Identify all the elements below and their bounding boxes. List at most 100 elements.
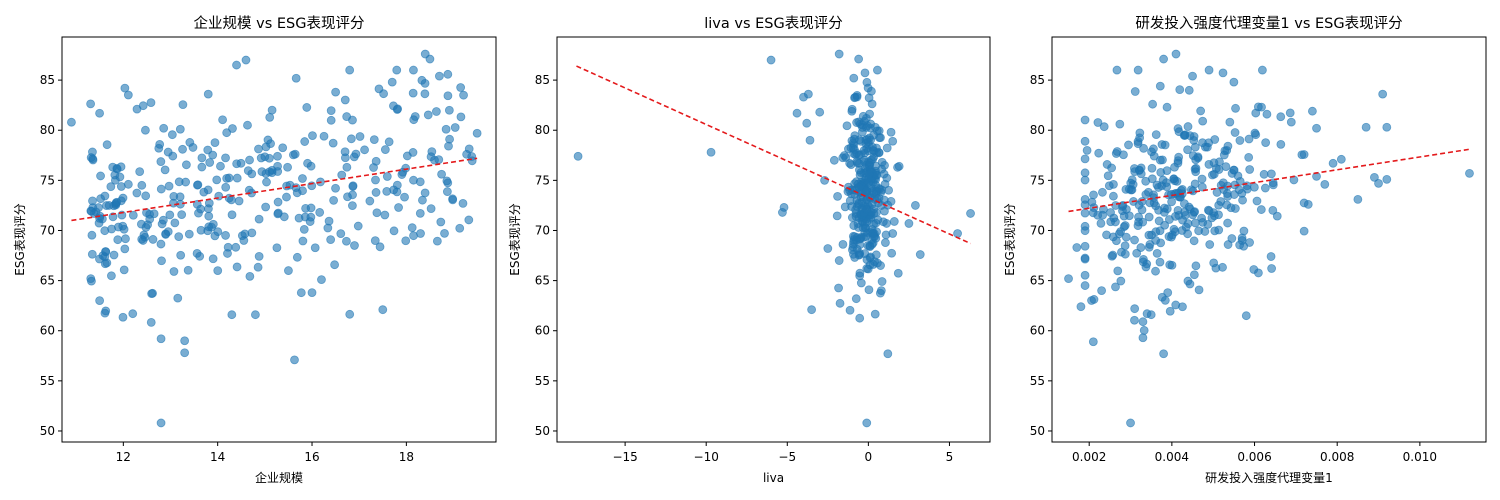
data-point [1229,77,1239,87]
data-point [883,349,893,359]
data-point [1093,118,1103,127]
y-tick-label: 60 [40,324,55,338]
data-point [443,91,453,101]
data-point [261,169,271,179]
data-point [1094,148,1104,158]
data-point [86,99,96,109]
data-point [1220,146,1230,156]
data-point [1191,261,1201,271]
data-point [181,160,191,170]
data-point [1177,184,1187,194]
data-point [832,211,842,221]
data-point [1170,176,1180,186]
data-point [1244,134,1254,144]
data-point [1194,226,1204,236]
data-point [1328,158,1338,168]
data-point [802,118,812,128]
data-point [426,204,436,213]
data-point [1222,189,1232,198]
data-point [408,88,418,98]
data-point [221,231,230,240]
data-point [108,162,118,172]
data-point [331,183,340,193]
y-tick-label: 85 [40,73,55,87]
y-tick-label: 65 [40,274,55,288]
data-point [1088,337,1098,347]
data-point [163,227,173,237]
data-point [196,225,206,235]
data-point [1276,112,1286,122]
data-point [1147,163,1157,173]
data-point [156,239,166,249]
data-point [112,197,122,207]
y-tick-label: 70 [1030,223,1045,237]
data-point [244,185,254,195]
data-point [805,135,815,145]
data-point [915,250,925,259]
data-point [298,174,307,183]
data-point [1223,218,1233,228]
data-point [328,138,338,148]
data-point [855,313,865,323]
scatter-points [67,49,482,428]
y-tick-label: 80 [40,123,55,137]
data-point [829,155,839,165]
data-point [108,212,118,222]
data-point [1465,168,1474,178]
data-point [337,170,347,180]
data-point [397,170,407,179]
y-tick-label: 50 [1030,424,1045,438]
data-point [1299,150,1309,159]
data-point [472,128,482,138]
data-point [1130,87,1140,96]
data-point [1080,281,1090,290]
data-point [1080,154,1090,164]
data-point [1120,249,1130,259]
data-point [160,165,170,175]
data-point [378,305,388,315]
data-point [1175,85,1185,95]
data-point [336,229,346,239]
data-point [180,336,190,346]
data-point [1268,205,1278,215]
data-point [261,202,271,212]
data-point [348,115,357,125]
data-point [283,162,292,172]
data-point [262,177,271,187]
x-tick-label: −5 [778,450,796,464]
y-tick-label: 75 [40,173,55,187]
data-point [222,173,232,183]
data-point [365,196,375,206]
data-point [203,89,213,99]
data-point [317,275,326,285]
data-point [1160,203,1169,213]
data-point [212,175,222,185]
data-point [1188,71,1197,81]
x-axis-label: liva [763,471,784,485]
axes-frame [1051,36,1487,443]
data-point [875,184,885,194]
data-point [432,236,442,246]
panel-rd-intensity: 0.002 0.004 0.006 0.008 0.010 50 55 60 65 70 75 80 8… [1003,15,1487,485]
y-tick-label: 75 [1030,173,1045,187]
data-point [267,105,277,115]
data-point [400,192,409,202]
data-point [95,108,104,118]
data-point [1173,158,1183,168]
data-point [1286,117,1296,127]
data-point [840,202,850,212]
data-point [96,171,105,181]
data-point [371,175,380,185]
data-point [1162,102,1172,112]
data-point [115,172,125,182]
data-point [239,236,249,245]
data-point [114,222,123,232]
data-point [408,148,418,157]
y-tick-label: 85 [535,73,550,87]
data-point [1208,170,1217,180]
data-point [1169,224,1179,234]
data-point [865,158,875,168]
data-point [87,230,97,240]
x-tick-label: 5 [946,450,954,464]
